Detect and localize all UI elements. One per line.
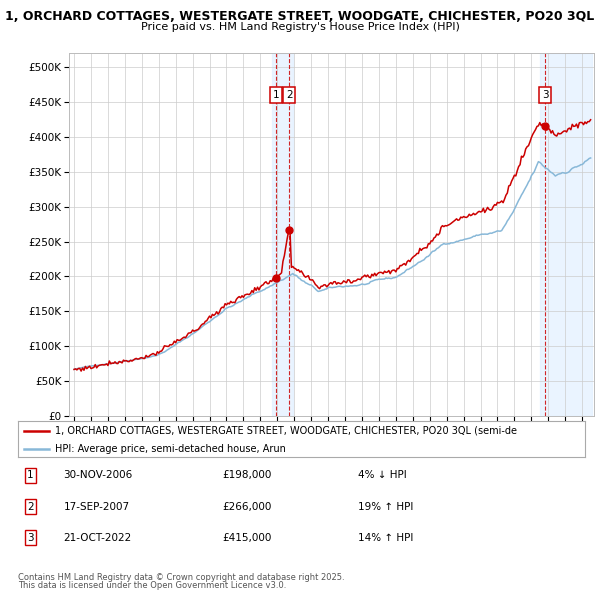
- Text: 21-OCT-2022: 21-OCT-2022: [64, 533, 131, 543]
- Text: 4% ↓ HPI: 4% ↓ HPI: [358, 470, 407, 480]
- Text: £266,000: £266,000: [222, 502, 271, 512]
- Bar: [540, 53, 592, 416]
- Text: 19% ↑ HPI: 19% ↑ HPI: [358, 502, 413, 512]
- Text: Contains HM Land Registry data © Crown copyright and database right 2025.: Contains HM Land Registry data © Crown c…: [18, 572, 344, 582]
- Bar: [272, 53, 293, 416]
- Text: £415,000: £415,000: [222, 533, 271, 543]
- Text: 30-NOV-2006: 30-NOV-2006: [64, 470, 133, 480]
- Text: 14% ↑ HPI: 14% ↑ HPI: [358, 533, 413, 543]
- Text: 1, ORCHARD COTTAGES, WESTERGATE STREET, WOODGATE, CHICHESTER, PO20 3QL: 1, ORCHARD COTTAGES, WESTERGATE STREET, …: [5, 10, 595, 23]
- Text: 1: 1: [272, 90, 279, 100]
- Text: 2: 2: [27, 502, 34, 512]
- Text: This data is licensed under the Open Government Licence v3.0.: This data is licensed under the Open Gov…: [18, 581, 286, 590]
- Text: 1, ORCHARD COTTAGES, WESTERGATE STREET, WOODGATE, CHICHESTER, PO20 3QL (semi-de: 1, ORCHARD COTTAGES, WESTERGATE STREET, …: [55, 426, 517, 436]
- Text: 2: 2: [286, 90, 293, 100]
- Text: 3: 3: [542, 90, 548, 100]
- Text: 3: 3: [27, 533, 34, 543]
- Text: 1: 1: [27, 470, 34, 480]
- Text: 17-SEP-2007: 17-SEP-2007: [64, 502, 130, 512]
- Text: £198,000: £198,000: [222, 470, 271, 480]
- Text: Price paid vs. HM Land Registry's House Price Index (HPI): Price paid vs. HM Land Registry's House …: [140, 22, 460, 31]
- Text: HPI: Average price, semi-detached house, Arun: HPI: Average price, semi-detached house,…: [55, 444, 286, 454]
